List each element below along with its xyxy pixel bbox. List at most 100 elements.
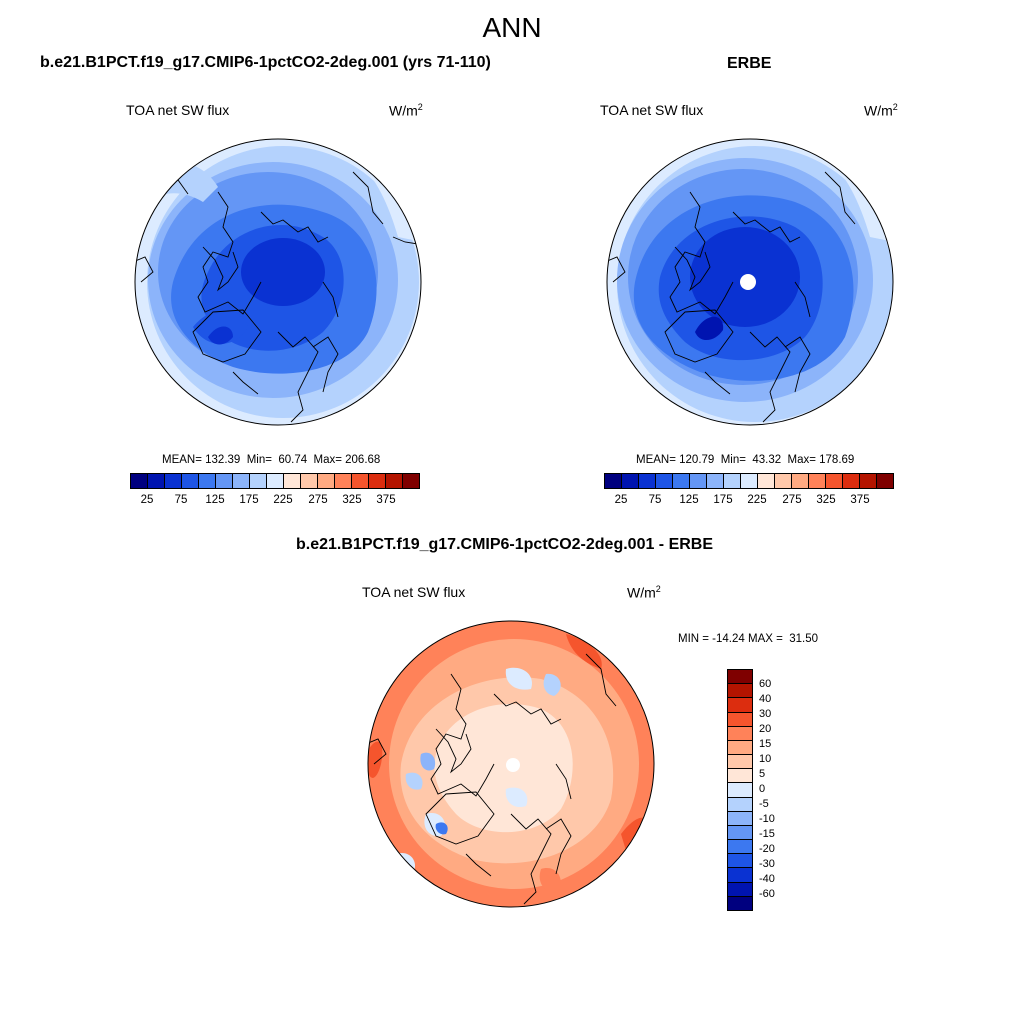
- right-panel-title: ERBE: [727, 55, 772, 72]
- diff-colorbar-swatch: [728, 740, 752, 756]
- left-colorbar-swatch: [165, 474, 182, 488]
- right-colorbar-swatch: [605, 474, 622, 488]
- diff-colorbar-swatch: [728, 684, 752, 699]
- left-colorbar-swatch: [284, 474, 301, 488]
- diff-tick-label: -30: [759, 858, 775, 870]
- diff-tick-label: 60: [759, 678, 772, 690]
- right-colorbar-swatch: [758, 474, 775, 488]
- left-colorbar-swatch: [335, 474, 352, 488]
- right-colorbar-swatch: [860, 474, 877, 488]
- left-tick-label: 325: [342, 494, 362, 506]
- left-colorbar-swatch: [182, 474, 199, 488]
- diff-colorbar-swatch: [728, 811, 752, 826]
- left-tick-label: 125: [205, 494, 225, 506]
- left-colorbar: [130, 473, 420, 489]
- left-tick-label: 175: [239, 494, 259, 506]
- left-units-label: W/m2: [389, 102, 423, 119]
- right-polar-map: [606, 138, 894, 426]
- left-colorbar-swatch: [216, 474, 233, 488]
- diff-colorbar-swatch: [728, 670, 752, 685]
- diff-tick-label: -15: [759, 828, 775, 840]
- diff-tick-label: 0: [759, 783, 766, 795]
- diff-colorbar-swatch: [728, 726, 752, 741]
- left-tick-label: 275: [308, 494, 328, 506]
- right-tick-label: 375: [850, 494, 870, 506]
- diff-tick-label: -5: [759, 798, 769, 810]
- main-title: ANN: [482, 12, 542, 43]
- diff-colorbar-swatch: [728, 854, 752, 869]
- left-colorbar-swatch: [148, 474, 165, 488]
- right-tick-label: 175: [713, 494, 733, 506]
- right-colorbar-swatch: [639, 474, 656, 488]
- left-colorbar-swatch: [267, 474, 284, 488]
- right-colorbar-swatch: [673, 474, 690, 488]
- diff-colorbar-swatch: [728, 896, 752, 910]
- left-colorbar-swatch: [386, 474, 403, 488]
- right-colorbar-swatch: [656, 474, 673, 488]
- right-colorbar-swatch: [741, 474, 758, 488]
- left-colorbar-swatch: [318, 474, 335, 488]
- left-variable-label: TOA net SW flux: [126, 102, 230, 118]
- diff-minmax: MIN = -14.24 MAX = 31.50: [678, 633, 818, 645]
- diff-colorbar: [727, 669, 753, 911]
- right-colorbar-swatch: [690, 474, 707, 488]
- right-tick-label: 75: [648, 494, 662, 506]
- right-colorbar-swatch: [775, 474, 792, 488]
- left-tick-label: 375: [376, 494, 396, 506]
- right-stats: MEAN= 120.79 Min= 43.32 Max= 178.69: [636, 454, 855, 466]
- left-colorbar-swatch: [369, 474, 386, 488]
- left-colorbar-swatch: [131, 474, 148, 488]
- right-colorbar: [604, 473, 894, 489]
- right-colorbar-swatch: [724, 474, 741, 488]
- diff-tick-label: -60: [759, 888, 775, 900]
- left-colorbar-swatch: [199, 474, 216, 488]
- left-colorbar-swatch: [403, 474, 419, 488]
- diff-tick-label: -20: [759, 843, 775, 855]
- left-tick-label: 225: [273, 494, 293, 506]
- diff-colorbar-swatch: [728, 712, 752, 727]
- diff-colorbar-swatch: [728, 797, 752, 812]
- left-polar-map: [134, 138, 422, 426]
- right-tick-label: 25: [614, 494, 628, 506]
- left-colorbar-swatch: [301, 474, 318, 488]
- diff-tick-label: -40: [759, 873, 775, 885]
- diff-polar-map: [367, 620, 655, 908]
- right-colorbar-swatch: [622, 474, 639, 488]
- left-colorbar-ticks: 25 75 125 175 225 275 325 375: [130, 494, 420, 510]
- right-colorbar-swatch: [877, 474, 893, 488]
- diff-colorbar-swatch: [728, 840, 752, 855]
- diff-tick-label: 30: [759, 708, 772, 720]
- diff-colorbar-swatch: [728, 755, 752, 770]
- diff-tick-label: 40: [759, 693, 772, 705]
- diff-tick-label: -10: [759, 813, 775, 825]
- right-tick-label: 125: [679, 494, 699, 506]
- diff-colorbar-swatch: [728, 868, 752, 883]
- diff-colorbar-swatch: [728, 783, 752, 798]
- left-colorbar-swatch: [233, 474, 250, 488]
- right-units-label: W/m2: [864, 102, 898, 119]
- right-tick-label: 275: [782, 494, 802, 506]
- right-tick-label: 325: [816, 494, 836, 506]
- right-colorbar-swatch: [826, 474, 843, 488]
- right-colorbar-swatch: [843, 474, 860, 488]
- right-colorbar-swatch: [792, 474, 809, 488]
- diff-colorbar-swatch: [728, 769, 752, 784]
- diff-tick-label: 5: [759, 768, 766, 780]
- diff-tick-label: 10: [759, 753, 772, 765]
- right-colorbar-ticks: 25 75 125 175 225 275 325 375: [604, 494, 894, 510]
- diff-colorbar-swatch: [728, 698, 752, 713]
- diff-units-label: W/m2: [627, 584, 661, 601]
- left-colorbar-swatch: [352, 474, 369, 488]
- diff-colorbar-swatch: [728, 825, 752, 841]
- left-tick-label: 75: [174, 494, 188, 506]
- right-colorbar-swatch: [809, 474, 826, 488]
- diff-variable-label: TOA net SW flux: [362, 584, 466, 600]
- left-tick-label: 25: [140, 494, 154, 506]
- left-panel-title: b.e21.B1PCT.f19_g17.CMIP6-1pctCO2-2deg.0…: [40, 54, 491, 71]
- diff-colorbar-ticks: 60 40 30 20 15 10 5 0 -5 -10 -15 -20 -30…: [727, 669, 807, 911]
- left-stats: MEAN= 132.39 Min= 60.74 Max= 206.68: [162, 454, 381, 466]
- diff-panel-title: b.e21.B1PCT.f19_g17.CMIP6-1pctCO2-2deg.0…: [296, 536, 714, 553]
- left-colorbar-swatch: [250, 474, 267, 488]
- diff-colorbar-swatch: [728, 882, 752, 897]
- diff-tick-label: 15: [759, 738, 772, 750]
